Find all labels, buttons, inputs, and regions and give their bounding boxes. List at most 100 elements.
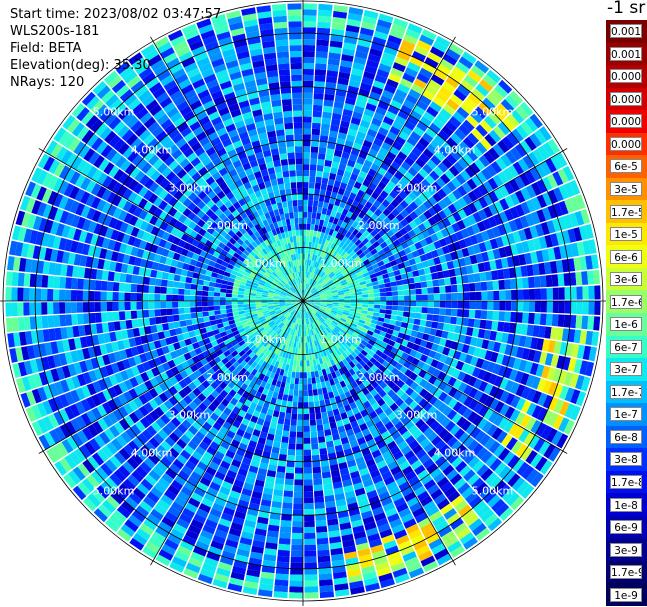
range-gate-cell [193, 513, 207, 524]
range-gate-cell [118, 292, 125, 301]
range-gate-cell [370, 346, 378, 354]
range-gate-cell [460, 420, 472, 432]
range-gate-cell [387, 105, 400, 115]
range-gate-cell [372, 80, 386, 90]
range-gate-cell [217, 465, 228, 475]
range-gate-cell [244, 399, 252, 408]
range-gate-cell [252, 410, 261, 418]
range-gate-cell [368, 293, 375, 298]
range-gate-cell [315, 358, 320, 365]
range-gate-cell [297, 348, 301, 355]
range-gate-cell [310, 146, 319, 153]
range-gate-cell [112, 282, 120, 292]
range-gate-cell [427, 196, 438, 206]
range-gate-cell [311, 308, 317, 313]
range-gate-cell [404, 556, 420, 568]
range-gate-cell [313, 314, 318, 321]
range-gate-cell [369, 237, 377, 245]
range-gate-cell [253, 485, 264, 494]
range-gate-cell [369, 48, 383, 58]
range-gate-cell [542, 394, 554, 409]
range-gate-cell [334, 282, 341, 287]
range-gate-cell [311, 288, 317, 293]
range-gate-cell [345, 24, 360, 33]
range-gate-cell [438, 255, 447, 264]
range-gate-cell [400, 209, 409, 219]
range-gate-cell [303, 390, 308, 397]
range-gate-cell [303, 312, 305, 319]
range-gate-cell [439, 293, 446, 301]
range-gate-cell [479, 319, 487, 329]
range-gate-cell [487, 291, 494, 300]
range-gate-cell [323, 374, 329, 382]
range-gate-cell [306, 305, 310, 311]
range-gate-cell [260, 456, 270, 464]
range-gate-cell [418, 369, 427, 379]
range-gate-cell [344, 203, 352, 211]
range-gate-cell [283, 370, 289, 377]
range-gate-cell [318, 436, 326, 443]
range-gate-cell [343, 145, 352, 154]
range-gate-cell [267, 377, 274, 385]
range-gate-cell [312, 236, 317, 243]
range-gate-cell [437, 199, 448, 210]
range-gate-cell [447, 203, 458, 214]
range-gate-cell [368, 301, 375, 305]
range-gate-cell [291, 316, 295, 323]
range-gate-cell [337, 290, 344, 294]
range-gate-cell [547, 247, 556, 261]
range-gate-cell [186, 270, 194, 278]
range-gate-cell [434, 134, 446, 146]
range-gate-cell [309, 317, 313, 324]
range-gate-cell [489, 330, 497, 341]
range-gate-cell [440, 228, 450, 238]
range-gate-cell [366, 225, 375, 234]
range-gate-cell [367, 311, 374, 316]
range-gate-cell [365, 353, 373, 361]
range-gate-cell [360, 473, 372, 482]
range-gate-cell [446, 469, 459, 481]
range-gate-cell [469, 292, 476, 301]
range-gate-cell [471, 145, 483, 158]
range-gate-cell [550, 155, 563, 170]
range-gate-cell [341, 283, 349, 288]
range-gate-cell [348, 368, 356, 376]
range-gate-cell [313, 305, 320, 309]
range-gate-cell [256, 473, 266, 482]
range-gate-cell [499, 290, 506, 300]
range-gate-cell [343, 170, 352, 179]
range-gate-cell [286, 346, 291, 353]
range-gate-cell [409, 390, 419, 400]
range-gate-cell [499, 403, 510, 416]
range-gate-cell [342, 539, 355, 548]
range-gate-cell [357, 242, 365, 249]
range-gate-cell [238, 423, 248, 432]
range-gate-cell [265, 439, 274, 447]
range-gate-cell [308, 271, 311, 278]
range-gate-cell [510, 109, 525, 124]
range-gate-cell [5, 302, 12, 317]
range-gate-cell [525, 450, 538, 465]
range-gate-cell [427, 51, 442, 64]
range-gate-cell [394, 115, 407, 126]
range-gate-cell [510, 147, 522, 161]
range-gate-cell [343, 545, 357, 554]
range-gate-cell [349, 271, 356, 277]
range-gate-cell [484, 437, 496, 450]
range-gate-cell [294, 473, 303, 480]
range-gate-cell [451, 222, 461, 233]
range-gate-cell [458, 393, 468, 404]
range-gate-cell [427, 287, 434, 294]
range-gate-cell [454, 325, 462, 334]
range-gate-cell [305, 348, 309, 355]
range-gate-cell [414, 394, 424, 404]
range-gate-cell [391, 291, 399, 296]
range-gate-cell [308, 182, 315, 189]
range-gate-cell [362, 258, 370, 265]
range-gate-cell [384, 435, 394, 445]
range-gate-cell [316, 212, 322, 220]
range-gate-cell [515, 384, 526, 397]
range-gate-cell [456, 416, 467, 428]
range-gate-cell [5, 271, 13, 286]
range-gate-cell [504, 279, 511, 290]
